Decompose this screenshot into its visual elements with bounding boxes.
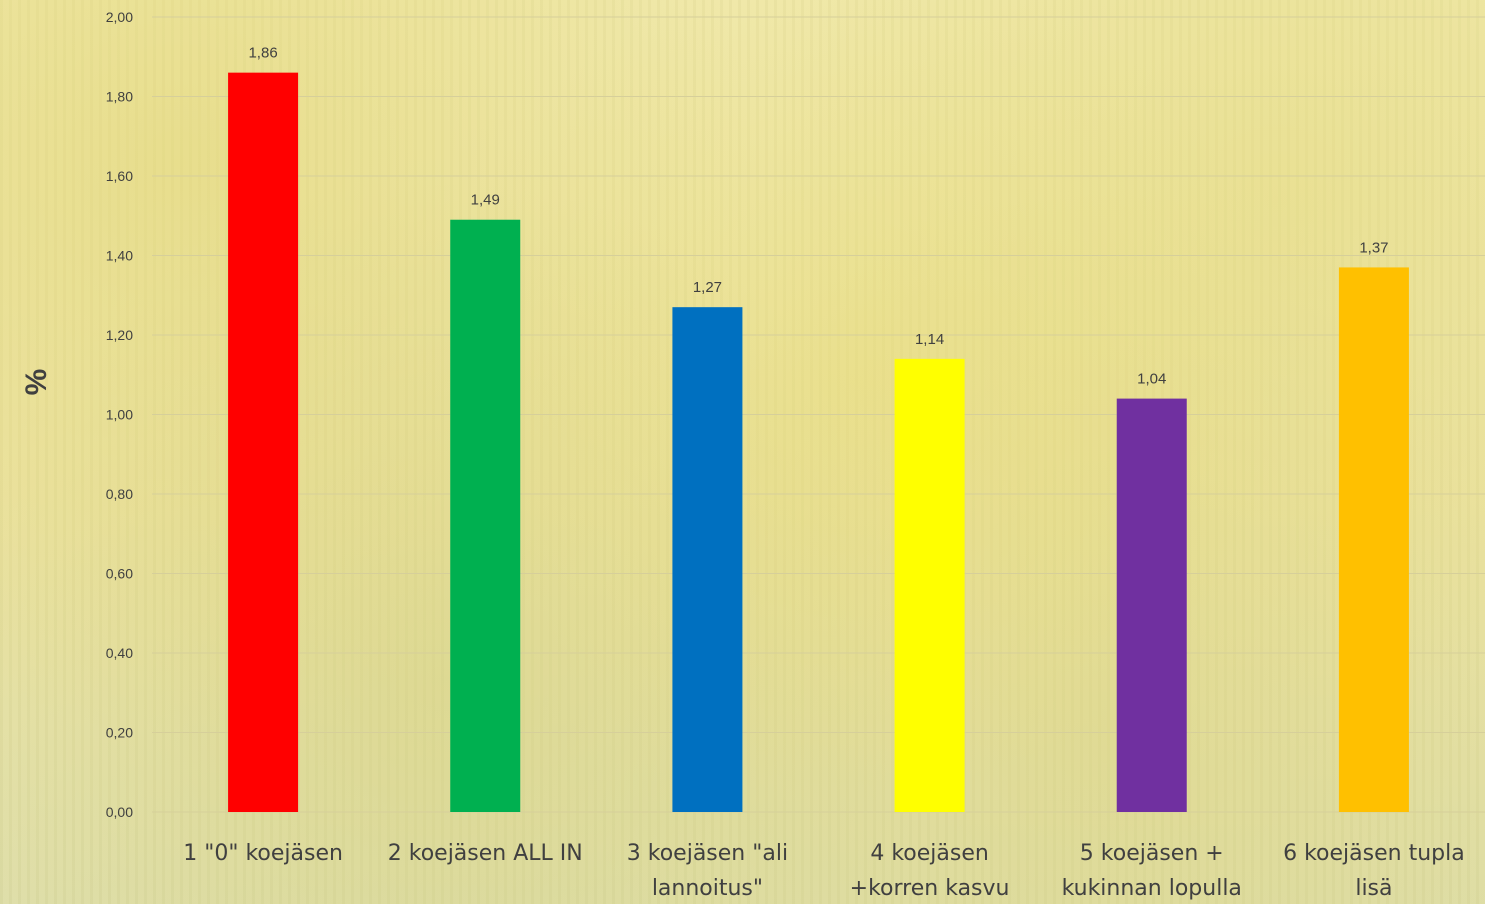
category-label-5: kukinnan lopulla	[1062, 876, 1242, 901]
y-tick-label: 1,20	[106, 327, 133, 343]
y-axis-tick-labels: 0,00 0,20 0,40 0,60 0,80 1,00 1,20 1,40 1,60 1,80…	[106, 9, 133, 820]
data-label-4: 1,14	[915, 331, 944, 348]
bar-6	[1338, 267, 1409, 812]
y-tick-label: 0,40	[106, 645, 133, 661]
y-tick-label: 0,80	[106, 486, 133, 502]
gridlines	[152, 16, 1485, 813]
y-tick-label: 1,40	[106, 248, 133, 264]
data-label-5: 1,04	[1137, 371, 1166, 388]
y-tick-label: 2,00	[106, 9, 133, 25]
bar-3	[672, 307, 743, 812]
x-axis-category-labels: 1 "0" koejäsen 2 koejäsen ALL IN 3 koejäse…	[183, 841, 1464, 901]
data-label-2: 1,49	[471, 192, 500, 209]
data-label-1: 1,86	[248, 45, 277, 62]
bar-5	[1116, 398, 1187, 812]
category-label-3: lannoitus"	[652, 876, 763, 901]
y-tick-label: 1,00	[106, 407, 133, 423]
y-tick-label: 1,60	[106, 168, 133, 184]
category-label-2: 2 koejäsen ALL IN	[388, 841, 583, 866]
bar-1	[228, 72, 299, 812]
category-label-1: 1 "0" koejäsen	[183, 841, 343, 866]
category-label-6: 6 koejäsen tupla	[1283, 841, 1465, 866]
y-tick-label: 0,60	[106, 566, 133, 582]
category-label-4: +korren kasvu	[850, 876, 1010, 901]
y-tick-label: 1,80	[106, 89, 133, 105]
data-label-3: 1,27	[693, 279, 722, 296]
category-label-3: 3 koejäsen "ali	[627, 841, 788, 866]
data-labels: 1,86 1,49 1,27 1,14 1,04 1,37	[248, 45, 1388, 388]
bar-4	[894, 358, 965, 812]
y-tick-label: 0,00	[106, 804, 133, 820]
bar-2	[450, 219, 521, 813]
y-axis-title: %	[20, 369, 53, 396]
category-label-6: lisä	[1355, 876, 1392, 901]
y-tick-label: 0,20	[106, 725, 133, 741]
category-label-4: 4 koejäsen	[870, 841, 988, 866]
data-label-6: 1,37	[1359, 239, 1388, 256]
bars	[228, 72, 1409, 813]
category-label-5: 5 koejäsen +	[1080, 841, 1224, 866]
